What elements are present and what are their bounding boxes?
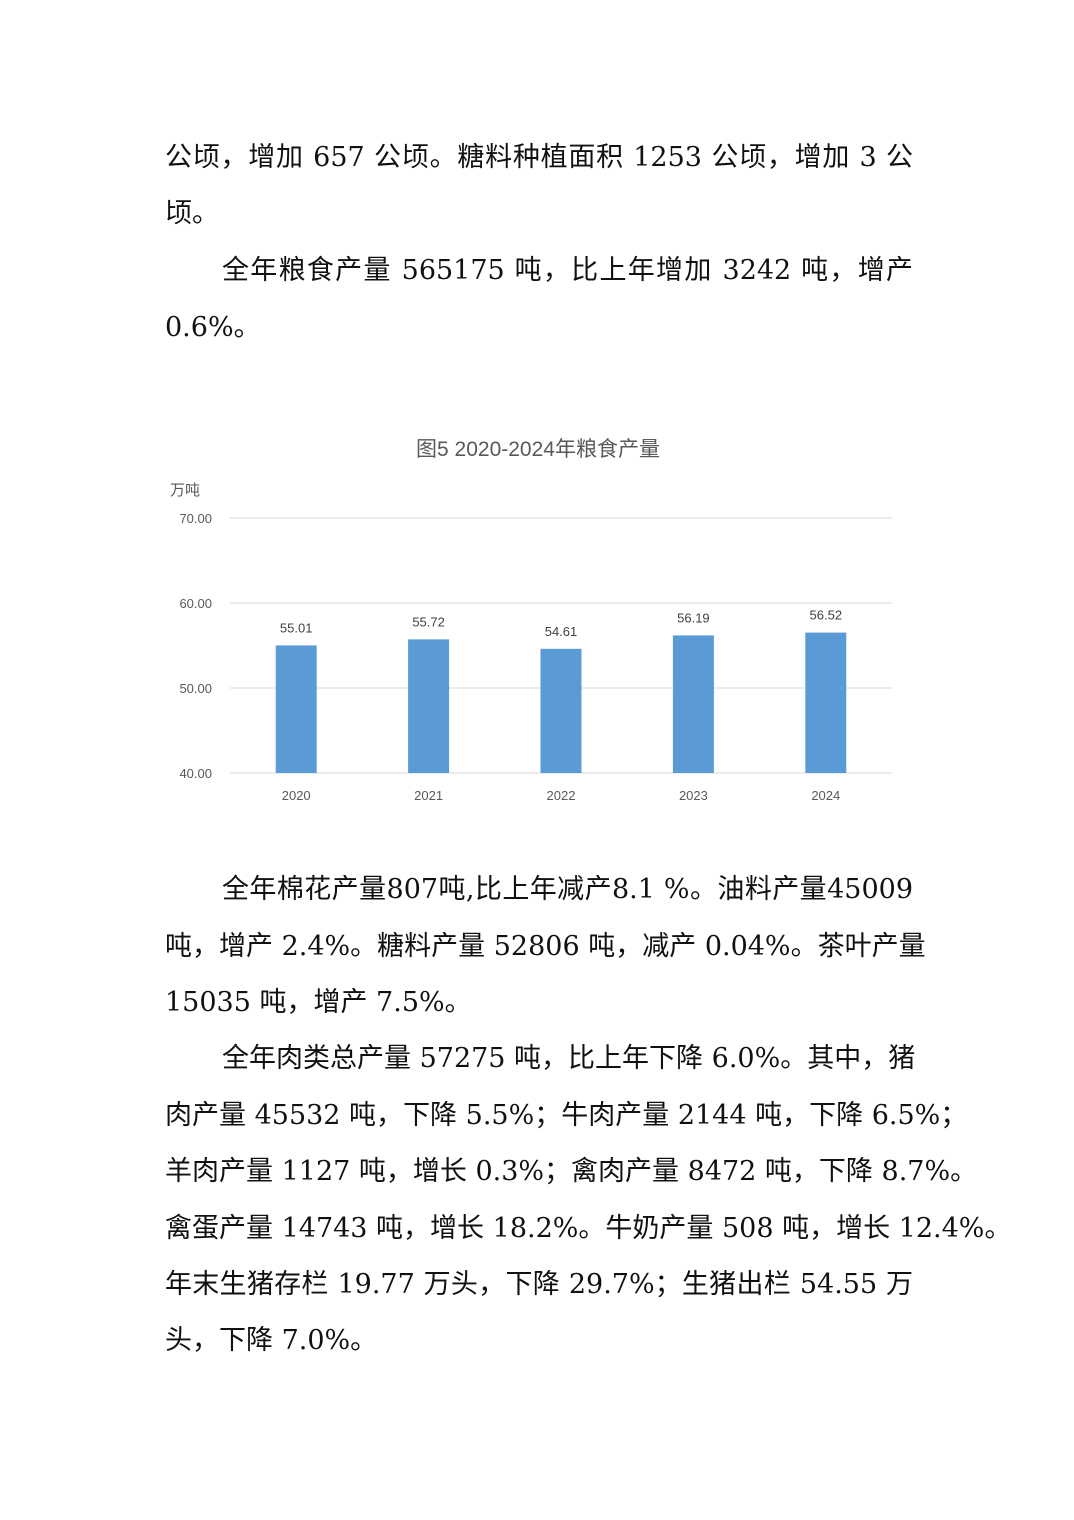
y-tick-label: 60.00 — [179, 596, 212, 611]
x-tick-label: 2022 — [547, 788, 576, 803]
text-line: 全年棉花产量807吨,比上年减产8.1 %。油料产量45009 — [222, 874, 913, 905]
x-tick-label: 2024 — [811, 788, 840, 803]
text-line: 0.6%。 — [165, 312, 261, 343]
bar-2021 — [408, 639, 450, 773]
x-tick-label: 2023 — [679, 788, 708, 803]
bar-2023 — [672, 635, 714, 773]
y-tick-label: 40.00 — [179, 766, 212, 781]
text-line: 肉产量 45532 吨，下降 5.5%；牛肉产量 2144 吨，下降 6.5%； — [165, 1100, 968, 1131]
data-label: 54.61 — [545, 624, 578, 639]
bar-2022 — [540, 648, 582, 773]
x-tick-label: 2020 — [282, 788, 311, 803]
text-line: 头，下降 7.0%。 — [165, 1325, 378, 1356]
data-label: 55.72 — [412, 614, 445, 629]
data-label: 56.52 — [810, 608, 843, 623]
text-line: 15035 吨，增产 7.5%。 — [165, 987, 472, 1018]
x-tick-label: 2021 — [414, 788, 443, 803]
y-tick-label: 70.00 — [179, 511, 212, 526]
text-line: 羊肉产量 1127 吨，增长 0.3%；禽肉产量 8472 吨，下降 8.7%。 — [165, 1156, 978, 1187]
text-line: 全年粮食产量 565175 吨，比上年增加 3242 吨，增产 — [222, 255, 913, 286]
bar-2024 — [805, 632, 847, 773]
y-tick-label: 50.00 — [179, 681, 212, 696]
text-line: 公顷，增加 657 公顷。糖料种植面积 1253 公顷，增加 3 公 — [165, 142, 913, 173]
data-label: 55.01 — [280, 620, 313, 635]
bar-2020 — [275, 645, 317, 773]
chart-title: 图5 2020-2024年粮食产量 — [416, 438, 660, 461]
text-line: 禽蛋产量 14743 吨，增长 18.2%。牛奶产量 508 吨，增长 12.4… — [165, 1213, 1012, 1244]
text-line: 年末生猪存栏 19.77 万头，下降 29.7%；生猪出栏 54.55 万 — [165, 1269, 913, 1300]
grain-output-bar-chart: 图5 2020-2024年粮食产量 万吨 40.00 50.00 60.00 70.0… — [170, 438, 892, 803]
y-axis-unit: 万吨 — [170, 482, 200, 499]
text-line: 全年肉类总产量 57275 吨，比上年下降 6.0%。其中，猪 — [222, 1043, 916, 1074]
data-label: 56.19 — [677, 610, 710, 625]
text-line: 顷。 — [165, 198, 219, 229]
text-line: 吨，增产 2.4%。糖料产量 52806 吨，减产 0.04%。茶叶产量 — [165, 931, 926, 962]
